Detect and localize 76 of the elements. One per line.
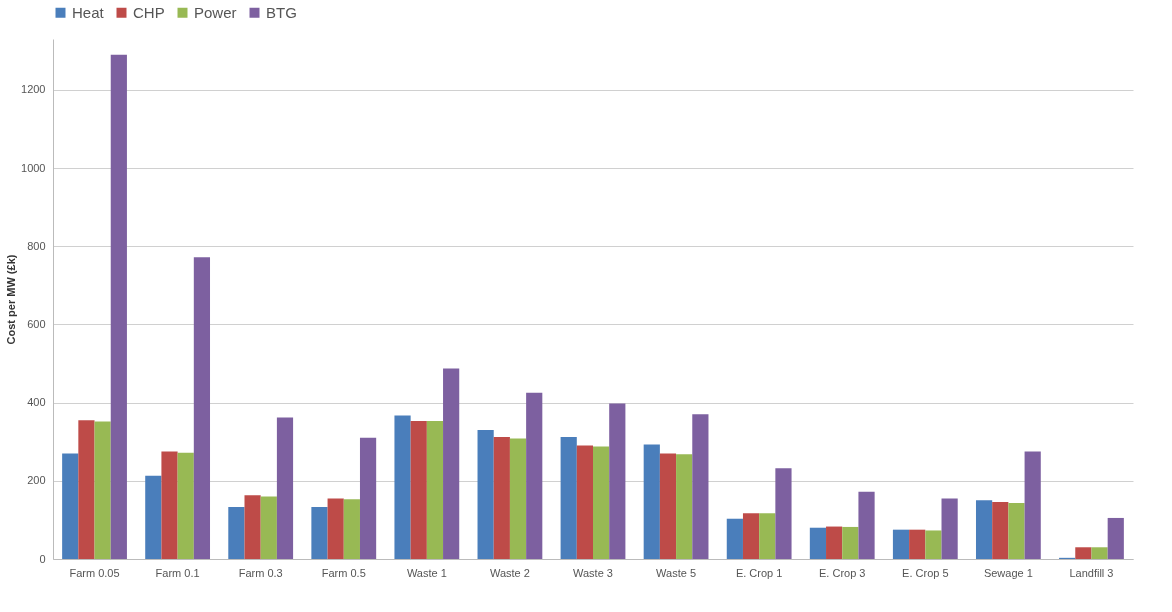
x-tick-label: Waste 3 xyxy=(573,566,613,579)
bar xyxy=(842,526,859,559)
bar xyxy=(177,452,194,559)
x-tick-label: Landfill 3 xyxy=(1069,566,1114,579)
bar xyxy=(426,420,444,559)
bar xyxy=(560,437,577,559)
bar xyxy=(359,437,377,559)
bar xyxy=(493,437,510,559)
x-tick-label: Farm 0.05 xyxy=(69,566,120,579)
y-tick-label: 600 xyxy=(27,317,46,330)
bar xyxy=(1008,503,1025,559)
x-tick-label: E. Crop 1 xyxy=(735,566,783,579)
bar xyxy=(193,257,211,559)
bar xyxy=(975,500,993,559)
x-tick-label: Waste 1 xyxy=(406,566,447,579)
bar xyxy=(858,491,875,559)
bar xyxy=(276,417,294,559)
bar xyxy=(925,530,942,559)
bar xyxy=(477,429,494,559)
bar xyxy=(809,527,827,559)
bar xyxy=(260,496,277,559)
bar xyxy=(941,498,958,559)
x-tick-label: E. Crop 3 xyxy=(819,566,866,579)
bar xyxy=(1024,451,1041,559)
bar xyxy=(643,444,660,559)
legend-label: Power xyxy=(194,3,237,21)
x-tick-label: E. Crop 5 xyxy=(902,566,949,579)
bar xyxy=(593,446,610,559)
x-tick-label: Sewage 1 xyxy=(983,566,1033,579)
y-tick-label: 1000 xyxy=(21,161,46,174)
y-tick-label: 200 xyxy=(27,474,46,487)
bar xyxy=(1075,547,1092,559)
bar xyxy=(394,415,411,559)
bar xyxy=(410,420,427,559)
legend-label: Heat xyxy=(72,3,105,21)
x-tick-label: Waste 2 xyxy=(489,566,530,579)
bar xyxy=(311,507,328,559)
bar xyxy=(443,368,460,559)
bar xyxy=(327,498,344,559)
bar xyxy=(609,403,626,559)
x-tick-label: Farm 0.3 xyxy=(238,566,283,579)
bar xyxy=(726,518,743,559)
bar xyxy=(992,501,1009,559)
y-axis-title: Cost per MW (£k) xyxy=(5,254,18,345)
bar xyxy=(659,453,677,559)
bar xyxy=(145,475,162,559)
bar xyxy=(742,513,760,559)
bar xyxy=(94,421,111,559)
legend-label: CHP xyxy=(133,3,165,21)
bar xyxy=(1091,547,1108,559)
bar xyxy=(759,513,776,559)
bar xyxy=(62,453,79,559)
x-tick-label: Farm 0.1 xyxy=(155,566,200,579)
y-tick-label: 1200 xyxy=(21,83,46,96)
bar xyxy=(909,529,926,559)
bar xyxy=(826,526,843,559)
bar xyxy=(343,499,360,559)
bar xyxy=(110,54,127,559)
legend-label: BTG xyxy=(266,3,297,21)
bar xyxy=(676,454,693,559)
bar xyxy=(509,438,527,559)
bar xyxy=(526,392,543,559)
bar xyxy=(161,451,178,559)
bar xyxy=(692,414,709,559)
y-tick-label: 0 xyxy=(39,552,46,565)
bar xyxy=(228,507,245,559)
bar xyxy=(775,468,792,559)
x-tick-label: Waste 5 xyxy=(656,566,697,579)
bar xyxy=(892,529,910,559)
bar xyxy=(1107,517,1124,559)
bar xyxy=(78,420,95,559)
x-tick-label: Farm 0.5 xyxy=(321,566,366,579)
y-tick-label: 800 xyxy=(27,239,46,252)
y-tick-label: 400 xyxy=(27,396,46,409)
bar xyxy=(244,495,261,559)
bar xyxy=(576,445,593,559)
